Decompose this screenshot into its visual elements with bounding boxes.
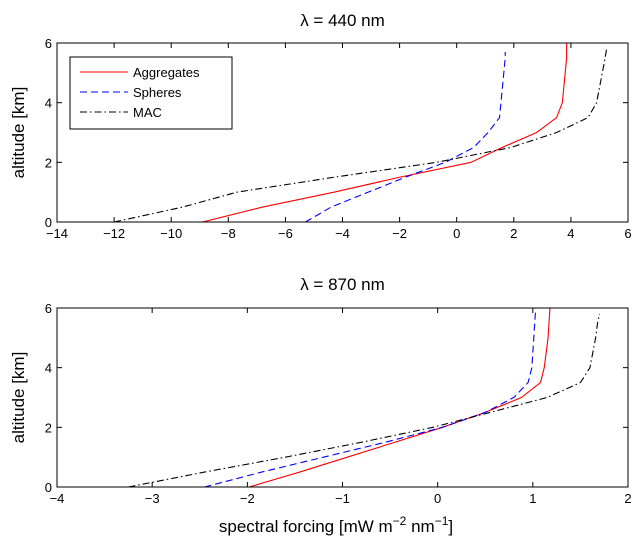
x-axis-label-part-1: spectral forcing [mW m bbox=[219, 517, 393, 536]
series-line-spheres bbox=[204, 308, 537, 487]
series-line-spheres bbox=[305, 51, 506, 222]
series-line-mac bbox=[113, 48, 608, 222]
y-tick-label: 2 bbox=[45, 155, 52, 170]
x-tick-label: −10 bbox=[160, 226, 182, 241]
x-tick-label: 4 bbox=[567, 226, 574, 241]
legend-label-spheres: Spheres bbox=[133, 85, 182, 100]
series-lines bbox=[128, 308, 600, 487]
legend-label-aggregates: Aggregates bbox=[133, 65, 200, 80]
y-tick-label: 6 bbox=[45, 301, 52, 316]
x-axis-label: spectral forcing [mW m−2 nm−1] bbox=[219, 514, 453, 536]
y-tick-label: 4 bbox=[45, 361, 52, 376]
y-axis-label: altitude [km] bbox=[9, 87, 28, 179]
x-tick-label: −8 bbox=[221, 226, 236, 241]
y-tick-label: 4 bbox=[45, 96, 52, 111]
x-tick-label: 0 bbox=[453, 226, 460, 241]
legend-label-mac: MAC bbox=[133, 105, 162, 120]
x-tick-label: −12 bbox=[103, 226, 125, 241]
series-line-aggregates bbox=[202, 43, 568, 222]
y-axis-label: altitude [km] bbox=[9, 352, 28, 444]
x-tick-label: 2 bbox=[624, 491, 631, 506]
y-tick-label: 0 bbox=[45, 480, 52, 495]
series-line-mac bbox=[128, 313, 600, 487]
chart-title: λ = 440 nm bbox=[300, 11, 385, 30]
series-lines bbox=[113, 43, 608, 222]
axes-box bbox=[56, 307, 629, 488]
series-line-aggregates bbox=[249, 308, 551, 487]
x-tick-label: −2 bbox=[392, 226, 407, 241]
panel-top-440nm: λ = 440 nm altitude [km] −14 −12 −10 −8 −6 −4 −2… bbox=[9, 11, 632, 241]
x-tick-label: −6 bbox=[278, 226, 293, 241]
x-axis-label-part-2: nm bbox=[406, 517, 434, 536]
x-tick-label: −3 bbox=[145, 491, 160, 506]
x-tick-label: −1 bbox=[335, 491, 350, 506]
x-tick-label: 0 bbox=[434, 491, 441, 506]
legend-box bbox=[69, 56, 233, 130]
x-tick-label: 6 bbox=[624, 226, 631, 241]
panel-bottom-870nm: λ = 870 nm altitude [km] −4 −3 −2 −1 0 1 2 0 2 4 6 bbox=[9, 275, 632, 506]
x-tick-label: −4 bbox=[50, 491, 65, 506]
legend: Aggregates Spheres MAC bbox=[69, 56, 233, 130]
x-tick-label: 2 bbox=[510, 226, 517, 241]
y-tick-label: 0 bbox=[45, 215, 52, 230]
x-tick-label: −4 bbox=[335, 226, 350, 241]
x-axis-label-exponent-2: −1 bbox=[435, 514, 449, 528]
x-axis-label-part-3: ] bbox=[448, 517, 453, 536]
x-tick-label: 1 bbox=[529, 491, 536, 506]
x-axis-label-exponent-1: −2 bbox=[393, 514, 407, 528]
x-tick-label: −14 bbox=[46, 226, 68, 241]
y-tick-label: 6 bbox=[45, 36, 52, 51]
y-tick-label: 2 bbox=[45, 420, 52, 435]
chart-title: λ = 870 nm bbox=[300, 275, 385, 294]
x-tick-label: −2 bbox=[240, 491, 255, 506]
